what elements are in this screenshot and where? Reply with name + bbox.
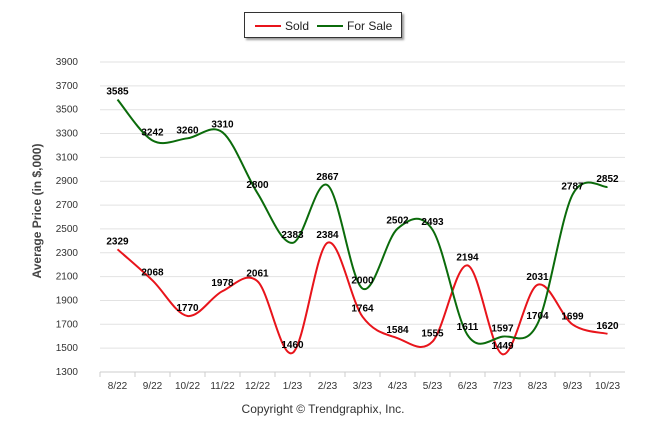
x-tick-label: 10/23 (595, 381, 620, 392)
data-label-sold: 2061 (246, 268, 269, 279)
data-label-for-sale: 2502 (386, 216, 409, 227)
x-tick-label: 2/23 (318, 381, 338, 392)
legend-label-for-sale: For Sale (347, 19, 393, 33)
data-label-sold: 1449 (491, 341, 514, 352)
y-tick-label: 2300 (56, 248, 79, 259)
series-line-sold (116, 241, 608, 356)
legend-label-sold: Sold (285, 19, 310, 33)
y-tick-label: 2900 (56, 176, 79, 187)
data-label-sold: 2384 (316, 230, 339, 241)
data-label-sold: 1620 (596, 321, 619, 332)
y-tick-label: 3900 (56, 57, 79, 68)
data-label-sold: 2194 (456, 252, 479, 263)
y-tick-label: 3700 (56, 81, 79, 92)
data-label-for-sale: 2787 (561, 182, 584, 193)
x-tick-label: 11/22 (210, 381, 235, 392)
x-tick-label: 6/23 (458, 381, 478, 392)
x-tick-label: 12/22 (245, 381, 270, 392)
x-tick-label: 8/23 (528, 381, 548, 392)
data-label-sold: 2329 (106, 236, 129, 247)
data-label-for-sale: 3260 (176, 125, 199, 136)
y-axis-label: Average Price (in $,000) (30, 143, 44, 279)
x-tick-label: 9/22 (143, 381, 163, 392)
x-tick-label: 7/23 (493, 381, 513, 392)
legend: Sold For Sale (244, 12, 402, 38)
y-tick-label: 2100 (56, 272, 79, 283)
y-tick-label: 2500 (56, 224, 79, 235)
legend-swatch-sold (255, 25, 281, 27)
data-label-for-sale: 3310 (211, 119, 234, 130)
y-tick-label: 1700 (56, 319, 79, 330)
x-tick-label: 8/22 (108, 381, 128, 392)
legend-swatch-for-sale (317, 25, 343, 27)
y-tick-label: 1500 (56, 343, 79, 354)
data-label-for-sale: 3242 (141, 127, 164, 138)
data-label-for-sale: 2800 (246, 180, 269, 191)
data-label-for-sale: 3585 (106, 87, 129, 98)
data-label-sold: 1699 (561, 311, 584, 322)
x-tick-label: 9/23 (563, 381, 583, 392)
data-label-sold: 1978 (211, 278, 234, 289)
data-label-for-sale: 1611 (457, 322, 479, 333)
data-label-sold: 1555 (421, 329, 444, 340)
y-tick-label: 1300 (56, 367, 79, 378)
y-tick-label: 2700 (56, 200, 79, 211)
data-label-for-sale: 2383 (281, 230, 304, 241)
y-tick-label: 1900 (56, 295, 79, 306)
data-label-for-sale: 1704 (526, 311, 549, 322)
data-label-sold: 1460 (281, 340, 304, 351)
x-tick-label: 3/23 (353, 381, 373, 392)
copyright-footer: Copyright © Trendgraphix, Inc. (241, 402, 405, 416)
y-tick-label: 3300 (56, 129, 79, 140)
x-tick-label: 4/23 (388, 381, 408, 392)
x-tick-label: 1/23 (283, 381, 303, 392)
data-label-for-sale: 2852 (596, 174, 619, 185)
data-label-sold: 2031 (526, 272, 549, 283)
x-tick-label: 10/22 (175, 381, 200, 392)
data-label-for-sale: 1597 (491, 324, 514, 335)
series-line-for-sale (116, 98, 608, 345)
data-label-sold: 2068 (141, 267, 164, 278)
y-tick-label: 3500 (56, 105, 79, 116)
data-label-for-sale: 2493 (421, 217, 444, 228)
x-tick-label: 5/23 (423, 381, 443, 392)
data-label-sold: 1584 (386, 325, 409, 336)
data-label-sold: 1770 (176, 303, 199, 314)
y-tick-label: 3100 (56, 152, 79, 163)
data-label-sold: 1764 (351, 304, 374, 315)
data-label-for-sale: 2000 (351, 276, 374, 287)
data-label-for-sale: 2867 (316, 172, 339, 183)
